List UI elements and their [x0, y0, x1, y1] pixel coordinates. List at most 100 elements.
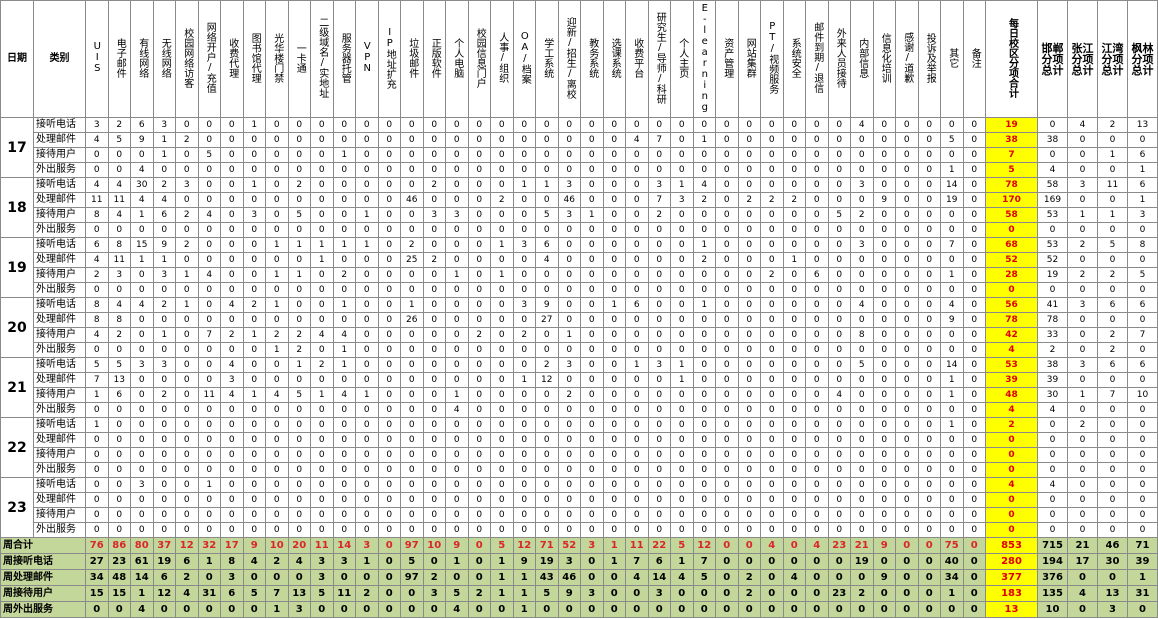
value-cell: 0 [692, 387, 716, 403]
campus-total-cell: 0 [1127, 477, 1158, 493]
value-cell: 0 [962, 177, 986, 193]
value-cell: 0 [310, 207, 334, 223]
summary-value: 15 [107, 585, 131, 602]
summary-row: 周接听电话 27 23 61 19 6 1 8 4 2 4 3 3 1 0 5 0 1 0 1 9 19 3 0 1 7 6 1 7 0 0… [0, 553, 1158, 570]
data-row: 接待用户 4 2 0 1 0 7 2 1 2 2 4 4 0 0 0 0 0 2 0 2 0 1 0 0 0 0 0 0 0 0 0 0 0 0 8 0… [1, 327, 1158, 343]
summary-value: 52 [557, 537, 581, 554]
summary-value: 11 [625, 537, 649, 554]
value-cell: 0 [377, 507, 401, 523]
value-cell: 0 [962, 267, 986, 283]
value-cell: 4 [220, 297, 244, 313]
data-row: 22 接听电话 1 0 0 0 0 0 0 0 0 0 0 0 0 0 0 0 0 0 0 0 0 0 0 0 0 0 0 0 0 0 0 0 0 0… [0, 417, 1158, 478]
value-cell: 0 [422, 462, 446, 478]
value-cell: 0 [827, 162, 851, 178]
column-header: 投诉及举报 [917, 0, 941, 118]
value-cell: 3 [220, 372, 244, 388]
campus-total-cell: 0 [1097, 447, 1128, 463]
value-cell: 3 [850, 237, 874, 253]
summary-campus: 715 [1037, 537, 1068, 554]
daily-total-cell: 78 [985, 177, 1038, 193]
value-cell: 1 [782, 252, 806, 268]
value-cell: 0 [692, 267, 716, 283]
value-cell: 0 [760, 177, 784, 193]
value-cell: 0 [580, 297, 604, 313]
value-cell: 0 [400, 327, 424, 343]
daily-total-cell: 0 [985, 522, 1038, 538]
value-cell: 0 [310, 162, 334, 178]
value-cell: 0 [355, 462, 379, 478]
summary-value: 20 [287, 537, 311, 554]
value-cell: 0 [220, 267, 244, 283]
value-cell: 0 [737, 477, 761, 493]
campus-total-cell: 0 [1097, 402, 1128, 418]
value-cell: 0 [445, 237, 469, 253]
value-cell: 0 [467, 117, 491, 133]
value-cell: 0 [917, 297, 941, 313]
value-cell: 0 [827, 147, 851, 163]
column-header: 校园网络访客 [175, 0, 199, 118]
value-cell: 4 [850, 297, 874, 313]
value-cell: 0 [85, 147, 109, 163]
value-cell: 0 [377, 462, 401, 478]
value-cell: 0 [355, 477, 379, 493]
value-cell: 1 [445, 387, 469, 403]
value-cell: 0 [242, 402, 266, 418]
campus-total-cell: 0 [1067, 372, 1098, 388]
value-cell: 0 [310, 297, 334, 313]
summary-total: 853 [985, 537, 1038, 554]
value-cell: 2 [152, 387, 176, 403]
value-cell: 0 [917, 522, 941, 538]
value-cell: 0 [737, 492, 761, 508]
value-cell: 0 [940, 222, 964, 238]
value-cell: 1 [152, 252, 176, 268]
value-cell: 3 [130, 477, 154, 493]
value-cell: 1 [287, 237, 311, 253]
summary-value: 0 [332, 601, 356, 618]
value-cell: 0 [782, 357, 806, 373]
value-cell: 1 [310, 387, 334, 403]
campus-total-cell: 10 [1127, 387, 1158, 403]
column-header-text: 网站集群 [744, 37, 756, 78]
value-cell: 0 [310, 372, 334, 388]
value-cell: 3 [152, 357, 176, 373]
column-header: 感谢/道歉 [895, 0, 919, 118]
value-cell: 0 [625, 162, 649, 178]
value-cell: 0 [872, 342, 896, 358]
date-cell: 18 [0, 177, 34, 238]
value-cell: 0 [85, 342, 109, 358]
value-cell: 2 [782, 192, 806, 208]
value-cell: 0 [647, 147, 671, 163]
summary-value: 1 [512, 601, 536, 618]
campus-total-cell: 0 [1097, 132, 1128, 148]
value-cell: 0 [512, 312, 536, 328]
value-cell: 0 [107, 342, 131, 358]
campus-total-cell: 0 [1037, 417, 1068, 433]
value-cell: 0 [85, 402, 109, 418]
daily-total-cell: 42 [985, 327, 1038, 343]
value-cell: 0 [400, 117, 424, 133]
value-cell: 0 [400, 492, 424, 508]
column-header-text: PT/视频服务 [766, 21, 778, 94]
value-cell: 0 [782, 282, 806, 298]
summary-value: 5 [490, 537, 514, 554]
value-cell: 0 [625, 477, 649, 493]
value-cell: 0 [197, 492, 221, 508]
summary-value: 0 [580, 553, 604, 570]
summary-value: 23 [107, 553, 131, 570]
value-cell: 0 [625, 432, 649, 448]
summary-value: 21 [850, 537, 874, 554]
value-cell: 0 [872, 492, 896, 508]
value-cell: 0 [422, 222, 446, 238]
value-cell: 0 [287, 117, 311, 133]
summary-value: 4 [287, 553, 311, 570]
value-cell: 0 [737, 342, 761, 358]
value-cell: 0 [422, 117, 446, 133]
column-header: 类别 [33, 0, 86, 118]
value-cell: 0 [602, 237, 626, 253]
value-cell: 0 [85, 522, 109, 538]
summary-value: 0 [535, 601, 559, 618]
campus-total-cell: 78 [1037, 312, 1068, 328]
value-cell: 0 [287, 417, 311, 433]
campus-total-cell: 1 [1097, 207, 1128, 223]
value-cell: 2 [175, 237, 199, 253]
